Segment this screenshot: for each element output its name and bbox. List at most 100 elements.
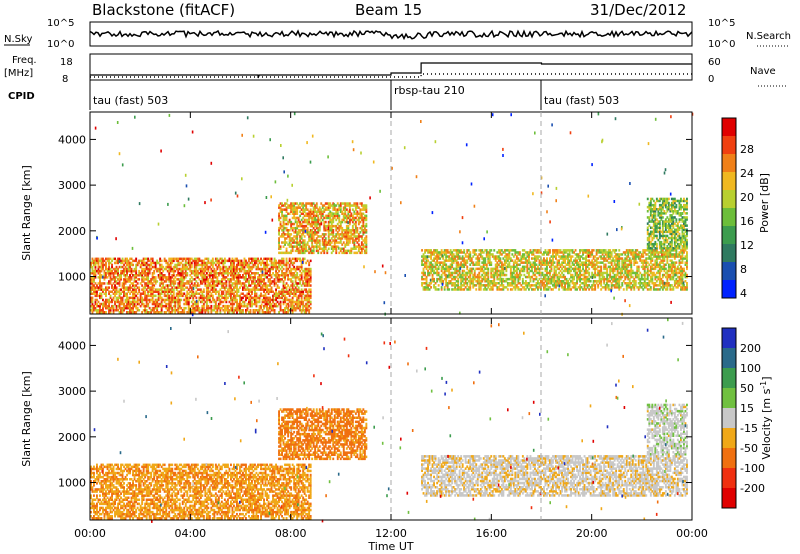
echo-cell-0	[202, 272, 205, 275]
echo-cell-1	[291, 249, 294, 253]
echo-cell-0	[106, 288, 109, 291]
echo-cell-2	[473, 271, 476, 275]
echo-cell-2	[460, 273, 463, 277]
echo-cell-0	[153, 300, 156, 304]
echo-cell-0	[108, 280, 110, 283]
echo-cell-2	[467, 275, 470, 279]
echo-cell-1	[296, 247, 299, 250]
echo-cell-1	[359, 216, 362, 220]
echo-cell-0	[133, 292, 136, 295]
echo-cell-0	[145, 272, 148, 275]
echo-cell-0	[240, 284, 243, 287]
echo-cell-1	[362, 229, 365, 232]
echo-cell-2	[585, 277, 587, 281]
echo-cell-0	[144, 261, 147, 265]
echo-cell-0	[239, 263, 241, 267]
echo-cell-0	[201, 261, 204, 265]
echo-cell-2	[451, 282, 454, 285]
echo-cell-0	[222, 274, 225, 277]
echo-cell-2	[448, 267, 451, 271]
echo-cell-1	[278, 247, 280, 250]
echo-cell-0	[168, 278, 171, 281]
echo-cell-2	[574, 259, 577, 262]
echo-cell-1	[350, 237, 353, 240]
echo-cell-0	[213, 269, 216, 273]
echo-cell-0	[97, 304, 100, 308]
echo-cell-2	[482, 251, 485, 254]
echo-cell-0	[147, 269, 150, 273]
echo-cell-2	[476, 255, 479, 258]
echo-cell-0	[160, 288, 163, 291]
echo-cell-0	[169, 306, 172, 310]
echo-cell-0	[196, 292, 199, 295]
echo-cell-2	[511, 273, 514, 277]
echo-cell-2	[577, 265, 580, 269]
echo-cell-0	[114, 267, 116, 271]
echo-cell-2	[515, 251, 518, 254]
echo-cell-0	[233, 292, 235, 295]
echo-cell-1	[357, 212, 360, 215]
echo-cell-0	[297, 304, 300, 308]
echo-cell-0	[154, 280, 157, 283]
echo-cell-2	[500, 280, 503, 283]
echo-cell-0	[227, 304, 229, 308]
echo-cell-1	[323, 251, 326, 255]
echo-cell-0	[153, 261, 156, 265]
echo-cell-2	[577, 263, 580, 266]
echo-cell-1	[353, 231, 356, 234]
echo-cell-2	[506, 263, 509, 266]
echo-cell-0	[219, 298, 222, 302]
echo-cell-1	[308, 251, 311, 255]
echo-cell-0	[171, 309, 174, 312]
echo-cell-1	[279, 202, 282, 205]
echo-cell-0	[202, 278, 205, 281]
echo-cell-0	[136, 309, 139, 312]
echo-cell-1	[303, 218, 306, 222]
echo-cell-0	[296, 298, 299, 302]
echo-cell-2	[532, 265, 535, 269]
echo-cell-0	[120, 272, 122, 275]
echo-cell-2	[436, 280, 439, 283]
echo-cell-1	[278, 241, 280, 244]
echo-cell-0	[186, 265, 189, 269]
echo-cell-2	[534, 249, 536, 252]
echo-cell-0	[178, 304, 181, 308]
echo-cell-0	[142, 286, 145, 289]
echo-cell-1	[303, 224, 306, 228]
echo-cell-0	[148, 298, 151, 302]
echo-cell-0	[190, 276, 193, 279]
echo-cell-0	[217, 261, 220, 265]
echo-cell-0	[190, 265, 193, 269]
echo-cell-0	[183, 267, 186, 271]
echo-cell-0	[223, 306, 226, 310]
echo-cell-2	[494, 269, 497, 273]
echo-cell-0	[303, 269, 306, 273]
echo-cell-1	[299, 229, 302, 232]
echo-cell-0	[195, 306, 198, 310]
echo-cell-1	[363, 237, 366, 240]
echo-cell-0	[145, 304, 148, 308]
echo-cell-0	[266, 284, 268, 287]
echo-cell-0	[108, 311, 110, 314]
echo-cell-0	[236, 306, 238, 310]
echo-cell-0	[230, 280, 232, 283]
echo-cell-1	[327, 247, 330, 250]
echo-cell-1	[317, 208, 320, 211]
echo-cell-1	[348, 204, 351, 207]
echo-cell-0	[293, 292, 296, 295]
echo-cell-2	[540, 288, 542, 291]
echo-cell-1	[291, 202, 294, 205]
echo-cell-0	[105, 298, 107, 302]
echo-cell-0	[309, 276, 312, 279]
echo-cell-0	[150, 257, 153, 261]
echo-cell-0	[258, 306, 261, 310]
echo-cell-2	[421, 277, 423, 281]
echo-cell-0	[239, 300, 241, 304]
echo-cell-2	[512, 277, 515, 281]
echo-cell-0	[248, 302, 250, 306]
echo-cell-2	[517, 257, 520, 260]
echo-cell-0	[199, 294, 202, 298]
echo-cell-2	[437, 273, 440, 277]
echo-cell-0	[169, 304, 172, 308]
echo-cell-2	[534, 257, 536, 260]
